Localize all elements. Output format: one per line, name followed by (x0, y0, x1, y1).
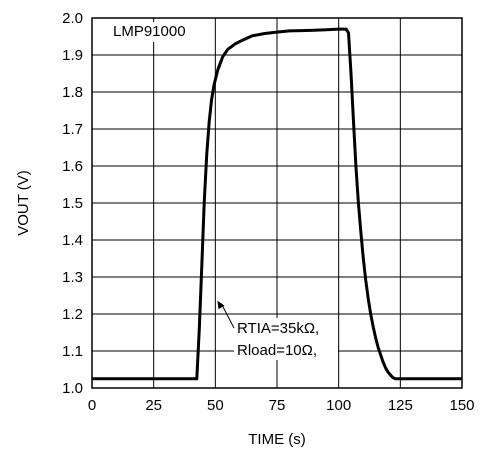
annotation-line-2: Rload=10Ω, (237, 342, 317, 359)
x-tick-label: 125 (388, 397, 413, 414)
y-tick-label: 1.6 (62, 158, 83, 175)
x-tick-label: 0 (88, 397, 96, 414)
plot-frame (91, 17, 463, 389)
y-tick-label: 1.5 (62, 195, 83, 212)
x-tick-label: 100 (326, 397, 351, 414)
y-tick-label: 2.0 (62, 10, 83, 27)
annotation: RTIA=35kΩ, Rload=10Ω, (217, 300, 338, 360)
x-tick-label: 25 (145, 397, 162, 414)
annotation-arrow-line (220, 303, 235, 329)
x-tick-label: 50 (207, 397, 224, 414)
x-tick-label: 75 (269, 397, 286, 414)
legend: LMP91000 (96, 22, 206, 42)
x-tick-label: 150 (449, 397, 474, 414)
y-tick-label: 1.0 (62, 380, 83, 397)
y-axis-label: VOUT (V) (15, 170, 32, 236)
legend-label: LMP91000 (113, 23, 186, 40)
annotation-background (234, 318, 338, 360)
series-line (92, 27, 462, 381)
annotation-arrow-head (217, 300, 225, 310)
y-tick-label: 1.1 (62, 343, 83, 360)
annotation-line-1: RTIA=35kΩ, (237, 320, 319, 337)
x-axis-label: TIME (s) (248, 431, 306, 448)
y-tick-label: 1.4 (62, 232, 83, 249)
y-tick-label: 1.9 (62, 47, 83, 64)
y-tick-label: 1.7 (62, 121, 83, 138)
tick-labels: 0 25 50 75 100 125 150 1.0 1.1 1.2 1.3 1.4 1.5 1.6 1.7… (62, 10, 474, 414)
legend-background (96, 22, 206, 42)
y-tick-label: 1.3 (62, 269, 83, 286)
series-layer (92, 27, 462, 381)
y-tick-label: 1.2 (62, 306, 83, 323)
y-tick-label: 1.8 (62, 84, 83, 101)
